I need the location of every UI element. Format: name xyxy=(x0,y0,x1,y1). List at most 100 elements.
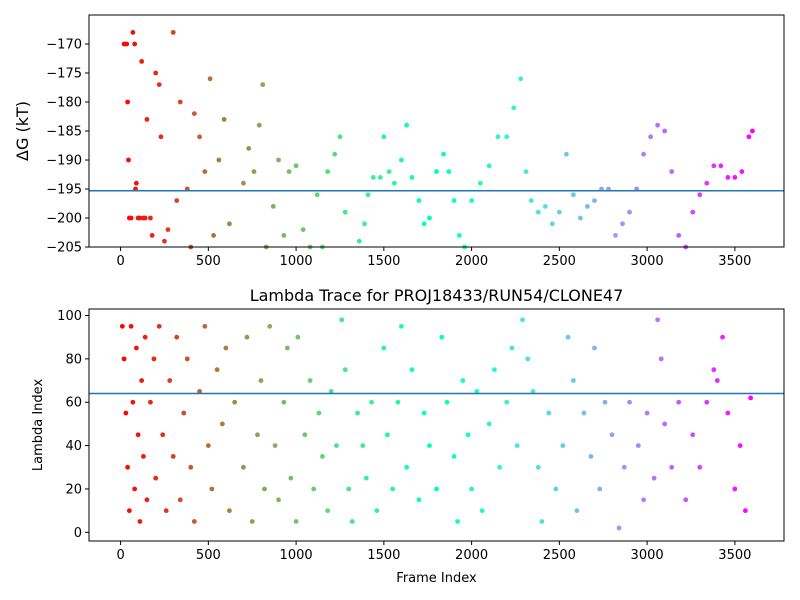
data-point xyxy=(486,163,492,169)
data-point xyxy=(704,399,710,405)
data-point xyxy=(153,70,159,76)
data-point xyxy=(332,151,338,157)
data-point xyxy=(216,157,222,163)
data-point xyxy=(356,238,362,244)
y-tick-label: 60 xyxy=(65,396,82,411)
data-point xyxy=(197,134,202,140)
lambda-x-ticks: 0 500 1000 1500 2000 2500 3000 3500 xyxy=(116,541,751,563)
data-point xyxy=(592,345,597,351)
data-point xyxy=(188,464,194,470)
x-tick-label: 1000 xyxy=(280,254,313,269)
data-point xyxy=(742,508,748,514)
x-tick-label: 3500 xyxy=(718,548,751,563)
data-point xyxy=(492,367,497,373)
data-point xyxy=(739,169,745,175)
data-point xyxy=(530,388,536,394)
data-point xyxy=(241,464,246,470)
data-point xyxy=(177,99,183,105)
data-point xyxy=(460,378,466,383)
data-point xyxy=(486,421,492,427)
data-point xyxy=(311,486,317,492)
data-point xyxy=(133,345,139,351)
x-tick-label: 1500 xyxy=(367,254,400,269)
data-point xyxy=(232,399,238,405)
data-point xyxy=(249,519,255,524)
data-point xyxy=(446,169,452,175)
data-point xyxy=(276,157,281,163)
data-point xyxy=(125,464,131,470)
data-point xyxy=(334,443,339,448)
data-point xyxy=(124,41,130,47)
data-point xyxy=(251,169,257,175)
data-point xyxy=(451,198,457,204)
data-point xyxy=(409,175,415,180)
data-point xyxy=(137,215,143,221)
data-point xyxy=(355,410,360,416)
y-tick-label: 20 xyxy=(65,482,82,497)
data-point xyxy=(381,345,387,351)
x-tick-label: 3500 xyxy=(718,254,751,269)
data-point xyxy=(174,334,180,340)
data-point xyxy=(563,151,569,157)
data-point xyxy=(156,323,162,329)
data-point xyxy=(219,421,225,427)
data-point xyxy=(130,30,136,35)
data-point xyxy=(325,169,331,175)
y-tick-label: 80 xyxy=(65,352,82,367)
x-tick-label: 500 xyxy=(196,254,221,269)
data-point xyxy=(374,508,380,514)
data-point xyxy=(514,443,520,448)
data-point xyxy=(714,378,720,383)
data-point xyxy=(142,215,148,221)
data-point xyxy=(170,454,176,459)
data-point xyxy=(246,146,252,151)
data-point xyxy=(256,122,262,128)
data-point xyxy=(697,464,703,470)
data-point xyxy=(342,209,348,215)
data-point xyxy=(704,180,710,186)
data-point xyxy=(655,317,661,323)
data-point xyxy=(223,345,229,351)
x-tick-label: 0 xyxy=(116,548,124,563)
data-point xyxy=(221,117,227,122)
data-point xyxy=(676,233,682,238)
data-point xyxy=(184,356,190,362)
data-point xyxy=(163,508,169,514)
data-point xyxy=(609,432,615,438)
delta-g-x-ticks: 0 500 1000 1500 2000 2500 3000 3500 xyxy=(116,247,751,269)
data-point xyxy=(621,464,627,470)
y-tick-label: −170 xyxy=(46,38,82,53)
data-point xyxy=(160,432,166,438)
data-point xyxy=(509,345,515,351)
data-point xyxy=(518,76,524,82)
data-point xyxy=(718,163,724,169)
y-tick-label: −190 xyxy=(46,154,82,169)
data-point xyxy=(181,410,187,416)
data-point xyxy=(697,192,703,198)
data-point xyxy=(339,317,345,323)
data-point xyxy=(126,508,132,514)
data-point xyxy=(177,497,183,503)
x-tick-label: 1500 xyxy=(367,548,400,563)
data-point xyxy=(174,198,180,204)
data-point xyxy=(627,399,632,405)
data-point xyxy=(272,443,278,448)
data-point xyxy=(565,334,571,340)
x-tick-label: 2000 xyxy=(455,548,488,563)
data-point xyxy=(349,519,355,524)
data-point xyxy=(528,198,534,204)
lambda-points xyxy=(119,317,754,531)
data-point xyxy=(258,378,264,383)
lambda-y-ticks: 0 20 40 60 80 100 xyxy=(57,309,89,541)
data-point xyxy=(119,323,125,329)
data-point xyxy=(128,215,134,221)
data-point xyxy=(362,221,367,227)
data-point xyxy=(469,198,475,204)
data-point xyxy=(130,399,136,405)
data-point xyxy=(342,367,348,373)
data-point xyxy=(262,486,267,492)
data-point xyxy=(523,169,529,175)
data-point xyxy=(151,356,157,362)
data-point xyxy=(170,30,176,35)
